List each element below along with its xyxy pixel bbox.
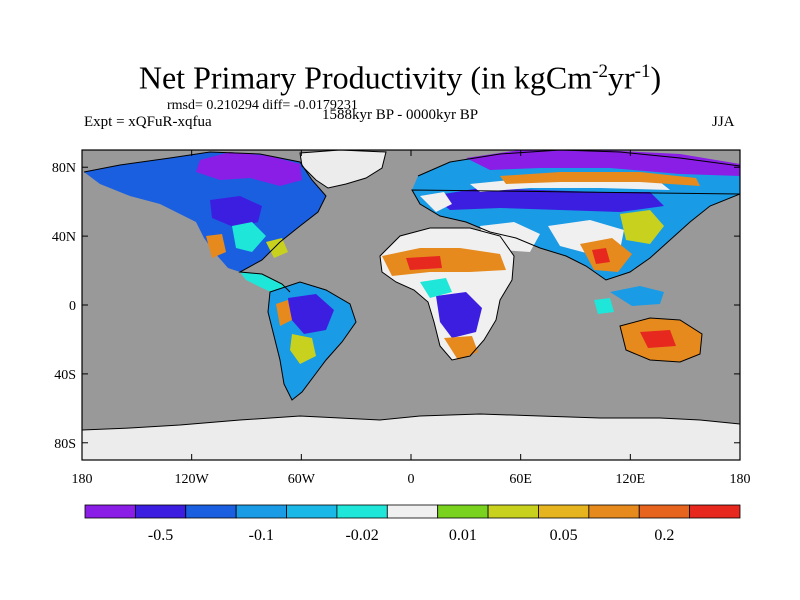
central-africa-blue-area (436, 292, 482, 338)
colorbar-label: 0.2 (654, 527, 674, 544)
colorbar-swatch (689, 504, 741, 519)
east-asia-yellow-area (620, 210, 664, 244)
lon-tick-label: 60E (509, 472, 532, 487)
lat-tick-label: 0 (69, 299, 76, 314)
longitude-axis: 180 120W 60W 0 60E 120E 180 (72, 150, 751, 487)
colorbar-swatch (84, 504, 136, 519)
chart-title: Net Primary Productivity (in kgCm-2yr-1) (138, 59, 662, 96)
colorbar-label: -0.1 (249, 527, 274, 544)
colorbar-swatch (638, 504, 691, 519)
colorbar-swatch (235, 504, 287, 519)
season-label: JJA (712, 114, 735, 130)
south-america-blue-area (288, 294, 334, 334)
south-asia-red-area (592, 248, 610, 264)
lon-tick-label: 60W (288, 472, 316, 487)
maritime-asia-region (610, 286, 664, 306)
latitude-axis: 80N 40N 0 40S 80S (52, 161, 740, 452)
colorbar-swatch (538, 504, 590, 519)
europe-white-area (420, 192, 452, 212)
colorbar-swatch (134, 504, 187, 519)
lat-tick-label: 80N (52, 161, 76, 176)
colorbar: -0.5 -0.1 -0.02 0.01 0.05 0.2 (84, 504, 741, 544)
colorbar-swatch (487, 504, 539, 519)
colorbar-label: -0.02 (345, 527, 378, 544)
greenland-region (300, 150, 386, 188)
colorbar-label: -0.5 (148, 527, 173, 544)
north-america-purple-band (196, 152, 302, 186)
lat-tick-label: 40N (52, 230, 76, 245)
rmsd-diff-text: rmsd= 0.210294 diff= -0.0179231 (167, 98, 358, 113)
colorbar-swatch (588, 504, 640, 519)
australia-red-area (640, 330, 676, 348)
colorbar-swatch (336, 504, 388, 519)
period-label: 1588kyr BP - 0000kyr BP (322, 107, 479, 123)
southern-africa-orange-area (444, 336, 478, 360)
north-america-yellow-area (266, 238, 288, 258)
antarctica-region (82, 414, 740, 460)
experiment-label: Expt = xQFuR-xqfua (84, 114, 212, 130)
colorbar-label: 0.05 (550, 527, 578, 544)
central-africa-cyan-area (420, 278, 452, 298)
lat-tick-label: 40S (54, 368, 76, 383)
lon-tick-label: 180 (72, 472, 93, 487)
colorbar-swatch (185, 504, 237, 519)
maritime-asia-cyan-area (594, 298, 614, 314)
colorbar-swatch (437, 504, 489, 519)
north-america-orange-area (206, 234, 226, 258)
south-america-orange-area (276, 300, 292, 326)
south-america-yellow-area (290, 334, 316, 364)
lon-tick-label: 180 (730, 472, 751, 487)
colorbar-label: 0.01 (449, 527, 477, 544)
eurasia-orange-band (500, 172, 700, 186)
lon-tick-label: 0 (408, 472, 415, 487)
siberia-purple-band (466, 150, 740, 176)
colorbar-swatch (386, 504, 439, 519)
lon-tick-label: 120W (175, 472, 210, 487)
eurasia-blue-band (432, 188, 664, 212)
coastlines (82, 150, 740, 431)
lat-tick-label: 80S (54, 437, 76, 452)
lon-tick-label: 120E (616, 472, 646, 487)
north-america-cyan-area (232, 222, 266, 252)
colorbar-swatch (286, 504, 338, 519)
sahel-red-area (406, 256, 442, 270)
north-america-blue-area (210, 196, 262, 228)
